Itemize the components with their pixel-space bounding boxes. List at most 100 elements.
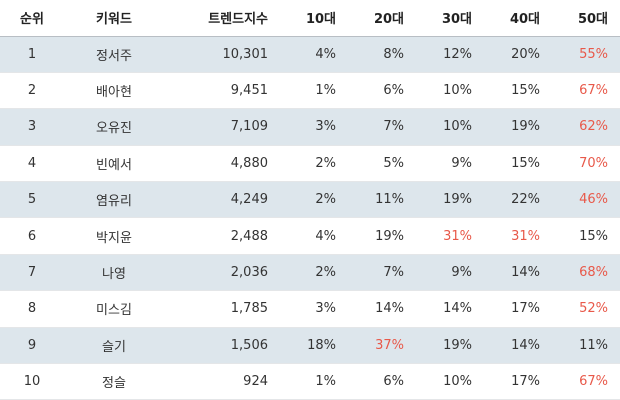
cell-age-30s: 9%: [416, 254, 484, 292]
cell-age-20s: 19%: [348, 217, 416, 255]
cell-age-50s: 62%: [552, 108, 620, 146]
cell-age-20s: 6%: [348, 72, 416, 110]
cell-age-30s: 19%: [416, 327, 484, 365]
cell-age-20s: 5%: [348, 145, 416, 183]
cell-age-30s: 31%: [416, 217, 484, 255]
cell-age-10s: 4%: [280, 36, 348, 73]
table-header-row: 순위 키워드 트렌드지수 10대 20대 30대 40대 50대: [0, 0, 620, 37]
cell-age-50s: 67%: [552, 363, 620, 400]
cell-age-40s: 14%: [484, 327, 552, 365]
table-body: 1 정서주 10,301 4% 8% 12% 20% 55% 2 배아현 9,4…: [0, 36, 620, 400]
cell-age-40s: 22%: [484, 181, 552, 219]
cell-age-40s: 15%: [484, 72, 552, 110]
cell-age-10s: 2%: [280, 181, 348, 219]
cell-rank: 7: [0, 254, 64, 292]
cell-keyword: 정슬: [64, 363, 164, 400]
cell-age-10s: 2%: [280, 145, 348, 183]
cell-rank: 1: [0, 36, 64, 73]
cell-keyword: 나영: [64, 254, 164, 292]
cell-trend-index: 4,249: [164, 181, 280, 219]
cell-age-50s: 55%: [552, 36, 620, 73]
cell-rank: 9: [0, 327, 64, 365]
cell-age-30s: 19%: [416, 181, 484, 219]
cell-age-40s: 17%: [484, 290, 552, 328]
cell-age-10s: 4%: [280, 217, 348, 255]
header-rank: 순위: [0, 0, 64, 37]
table-row: 3 오유진 7,109 3% 7% 10% 19% 62%: [0, 108, 620, 146]
cell-age-50s: 11%: [552, 327, 620, 365]
cell-keyword: 박지윤: [64, 217, 164, 255]
cell-rank: 8: [0, 290, 64, 328]
table-row: 7 나영 2,036 2% 7% 9% 14% 68%: [0, 254, 620, 292]
table-row: 4 빈예서 4,880 2% 5% 9% 15% 70%: [0, 145, 620, 183]
cell-age-50s: 70%: [552, 145, 620, 183]
cell-keyword: 슬기: [64, 327, 164, 365]
table-row: 1 정서주 10,301 4% 8% 12% 20% 55%: [0, 36, 620, 73]
cell-age-50s: 46%: [552, 181, 620, 219]
cell-age-20s: 11%: [348, 181, 416, 219]
cell-age-10s: 3%: [280, 108, 348, 146]
cell-age-50s: 68%: [552, 254, 620, 292]
cell-keyword: 정서주: [64, 36, 164, 73]
cell-keyword: 미스김: [64, 290, 164, 328]
cell-keyword: 빈예서: [64, 145, 164, 183]
header-age-50s: 50대: [552, 0, 620, 37]
cell-age-30s: 10%: [416, 72, 484, 110]
cell-keyword: 오유진: [64, 108, 164, 146]
cell-trend-index: 2,488: [164, 217, 280, 255]
cell-trend-index: 4,880: [164, 145, 280, 183]
cell-age-40s: 19%: [484, 108, 552, 146]
cell-age-20s: 7%: [348, 254, 416, 292]
cell-age-20s: 7%: [348, 108, 416, 146]
table-row: 10 정슬 924 1% 6% 10% 17% 67%: [0, 363, 620, 400]
header-age-10s: 10대: [280, 0, 348, 37]
header-age-40s: 40대: [484, 0, 552, 37]
cell-age-50s: 67%: [552, 72, 620, 110]
cell-rank: 5: [0, 181, 64, 219]
cell-age-40s: 31%: [484, 217, 552, 255]
cell-age-50s: 52%: [552, 290, 620, 328]
cell-age-10s: 2%: [280, 254, 348, 292]
cell-age-40s: 20%: [484, 36, 552, 73]
header-trend-index: 트렌드지수: [164, 0, 280, 37]
cell-trend-index: 1,506: [164, 327, 280, 365]
cell-age-10s: 3%: [280, 290, 348, 328]
table-row: 5 염유리 4,249 2% 11% 19% 22% 46%: [0, 181, 620, 219]
cell-rank: 6: [0, 217, 64, 255]
cell-age-20s: 37%: [348, 327, 416, 365]
cell-age-20s: 14%: [348, 290, 416, 328]
cell-age-10s: 1%: [280, 363, 348, 400]
header-age-20s: 20대: [348, 0, 416, 37]
cell-trend-index: 1,785: [164, 290, 280, 328]
table-row: 8 미스김 1,785 3% 14% 14% 17% 52%: [0, 290, 620, 328]
header-age-30s: 30대: [416, 0, 484, 37]
cell-trend-index: 7,109: [164, 108, 280, 146]
cell-age-40s: 14%: [484, 254, 552, 292]
cell-rank: 4: [0, 145, 64, 183]
header-keyword: 키워드: [64, 0, 164, 37]
cell-age-30s: 14%: [416, 290, 484, 328]
cell-trend-index: 9,451: [164, 72, 280, 110]
cell-age-30s: 10%: [416, 363, 484, 400]
cell-keyword: 염유리: [64, 181, 164, 219]
cell-trend-index: 2,036: [164, 254, 280, 292]
cell-age-40s: 17%: [484, 363, 552, 400]
cell-age-30s: 12%: [416, 36, 484, 73]
cell-age-40s: 15%: [484, 145, 552, 183]
table-row: 6 박지윤 2,488 4% 19% 31% 31% 15%: [0, 217, 620, 255]
cell-rank: 10: [0, 363, 64, 400]
cell-keyword: 배아현: [64, 72, 164, 110]
cell-age-30s: 9%: [416, 145, 484, 183]
cell-age-20s: 6%: [348, 363, 416, 400]
cell-age-20s: 8%: [348, 36, 416, 73]
cell-age-30s: 10%: [416, 108, 484, 146]
cell-rank: 3: [0, 108, 64, 146]
table-row: 2 배아현 9,451 1% 6% 10% 15% 67%: [0, 72, 620, 110]
cell-trend-index: 10,301: [164, 36, 280, 73]
table-row: 9 슬기 1,506 18% 37% 19% 14% 11%: [0, 327, 620, 365]
cell-age-10s: 1%: [280, 72, 348, 110]
cell-rank: 2: [0, 72, 64, 110]
cell-age-10s: 18%: [280, 327, 348, 365]
